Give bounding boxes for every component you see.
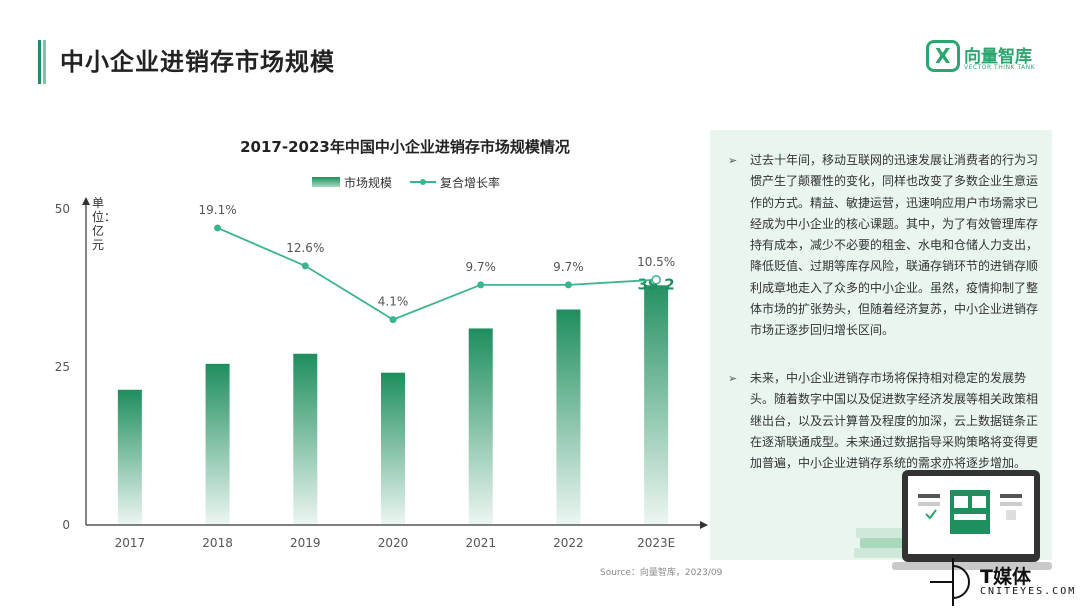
laptop-illustration	[854, 470, 1052, 570]
bar	[644, 277, 669, 525]
x-tick-label: 2020	[378, 536, 409, 550]
legend-bar-label: 市场规模	[344, 176, 393, 190]
title-accent-bar	[38, 40, 46, 84]
analysis-paragraph: ➢ 过去十年间，移动互联网的迅速发展让消费者的行为习惯产生了颠覆性的变化，同样也…	[728, 150, 1038, 342]
logo-x-icon: X	[926, 40, 960, 72]
y-axis-arrow	[82, 197, 90, 205]
growth-point	[214, 224, 222, 232]
x-axis-arrow	[700, 521, 708, 529]
bar	[468, 328, 493, 525]
brand-logo: X 向量智库 VECTOR THINK TANK	[926, 40, 1036, 74]
growth-data-label: 10.5%	[637, 255, 675, 269]
bar	[117, 389, 142, 525]
chart-title: 2017-2023年中国中小企业进销存市场规模情况	[240, 138, 570, 156]
watermark-text: T媒体	[980, 566, 1031, 588]
x-tick-label: 2017	[115, 536, 146, 550]
legend-line-dot	[420, 179, 426, 185]
x-tick-label: 2019	[290, 536, 321, 550]
legend-bar-swatch	[312, 177, 340, 187]
growth-point	[389, 316, 397, 324]
x-tick-label: 2021	[465, 536, 496, 550]
growth-point	[301, 262, 309, 270]
growth-data-label: 9.7%	[553, 260, 584, 274]
bullet-arrow-icon: ➢	[728, 372, 738, 385]
x-tick-label: 2018	[202, 536, 233, 550]
bar	[556, 309, 581, 525]
analysis-paragraph: ➢ 未来，中小企业进销存市场将保持相对稳定的发展势头。随着数字中国以及促进数字经…	[728, 368, 1038, 474]
analysis-panel: ➢ 过去十年间，移动互联网的迅速发展让消费者的行为习惯产生了颠覆性的变化，同样也…	[710, 130, 1052, 560]
y-tick-label: 25	[55, 360, 70, 374]
legend-line-label: 复合增长率	[440, 176, 501, 190]
media-watermark: T媒体 CNITEYES.COM	[928, 556, 1080, 608]
growth-data-label: 9.7%	[465, 260, 496, 274]
x-tick-label: 2022	[553, 536, 584, 550]
paragraph-text: 过去十年间，移动互联网的迅速发展让消费者的行为习惯产生了颠覆性的变化，同样也改变…	[750, 153, 1039, 338]
logo-subtitle: VECTOR THINK TANK	[964, 64, 1036, 71]
growth-line	[217, 227, 657, 321]
bullet-arrow-icon: ➢	[728, 154, 738, 167]
paragraph-text: 未来，中小企业进销存市场将保持相对稳定的发展势头。随着数字中国以及促进数字经济发…	[750, 371, 1039, 471]
y-tick-label: 0	[62, 518, 70, 532]
x-tick-label: 2023E	[637, 536, 675, 550]
bar	[293, 353, 318, 525]
y-tick-label: 50	[55, 202, 70, 216]
growth-point	[477, 281, 485, 289]
watermark-url: CNITEYES.COM	[980, 586, 1077, 597]
growth-data-label: 19.1%	[199, 203, 237, 217]
bar	[381, 372, 405, 525]
market-size-chart: 025502017201820192020202120222023E39.219…	[55, 197, 708, 550]
bar	[205, 363, 230, 525]
source-note: Source：向量智库，2023/09	[600, 568, 723, 578]
page-title: 中小企业进销存市场规模	[60, 48, 335, 76]
growth-point	[651, 275, 661, 285]
logo-text: 向量智库	[964, 47, 1032, 67]
growth-data-label: 12.6%	[286, 241, 324, 255]
growth-data-label: 4.1%	[378, 295, 409, 309]
watermark-logo-icon	[930, 558, 970, 606]
growth-point	[564, 281, 572, 289]
